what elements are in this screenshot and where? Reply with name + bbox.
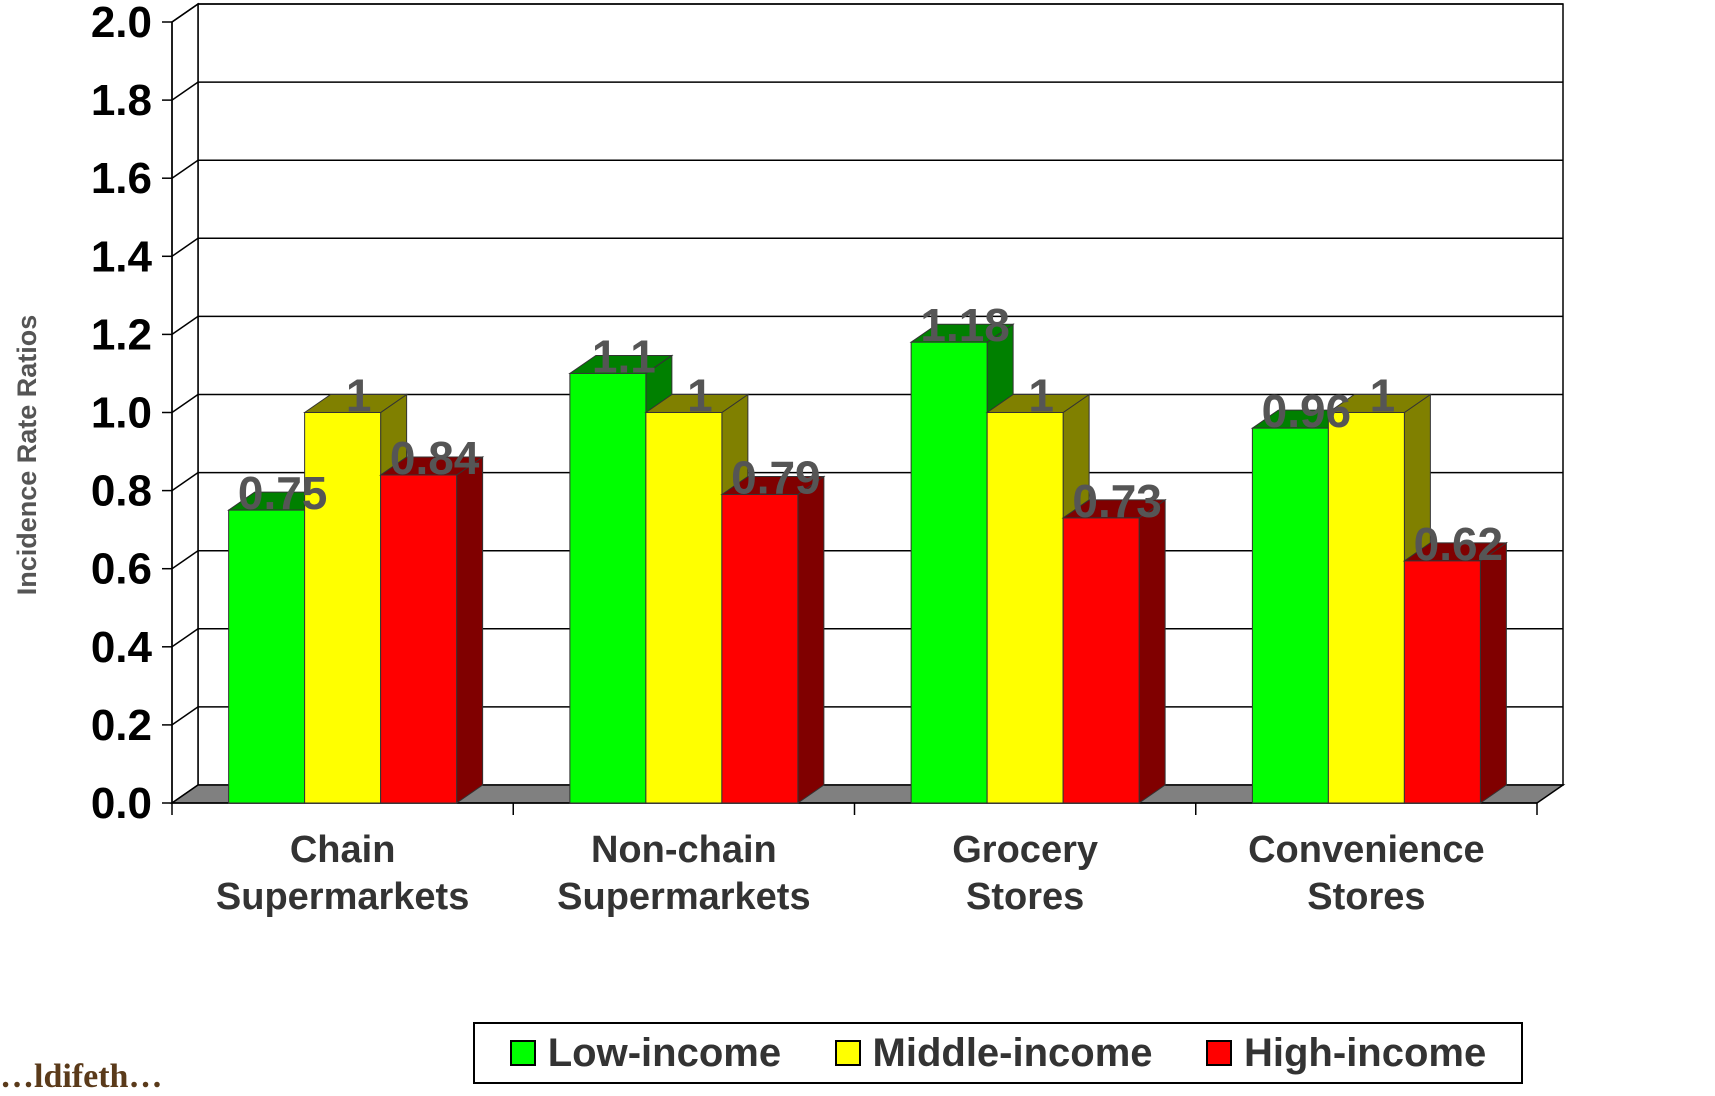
data-label: 1	[346, 370, 372, 422]
bar-side	[1138, 498, 1166, 804]
bar-high-income	[379, 456, 485, 804]
data-label: 0.75	[238, 467, 328, 519]
x-category-label: Stores	[966, 876, 1084, 918]
x-category-label: Supermarkets	[557, 876, 810, 918]
x-category-label: Grocery	[952, 829, 1098, 871]
data-label: 1.1	[592, 330, 656, 382]
bar-high-income	[1061, 498, 1167, 804]
x-category-label: Supermarkets	[216, 876, 469, 918]
y-tick-label: 1.4	[91, 232, 153, 281]
bar-side	[456, 456, 484, 804]
y-tick-label: 0.4	[91, 623, 153, 672]
bar-front	[910, 341, 988, 804]
bar-front	[1327, 412, 1405, 804]
y-tick-label: 2.0	[91, 0, 152, 47]
y-tick-label: 0.6	[91, 545, 152, 594]
legend-label-high-income: High-income	[1244, 1030, 1487, 1075]
y-tick-label: 1.8	[91, 76, 152, 125]
bar-front	[721, 494, 799, 804]
gridline-side	[171, 315, 199, 336]
x-category-label: Stores	[1307, 876, 1425, 918]
y-tick-label: 1.2	[91, 310, 152, 359]
data-label: 0.96	[1262, 385, 1352, 437]
legend-label-middle-income: Middle-income	[872, 1030, 1153, 1075]
data-label: 0.62	[1414, 518, 1504, 570]
y-tick-label: 0.2	[91, 701, 152, 750]
legend-swatch-low-income	[509, 1040, 536, 1066]
gridline-side	[171, 81, 199, 101]
bar-front	[304, 412, 382, 804]
bar-front	[1403, 560, 1481, 804]
x-category-label: Convenience	[1248, 829, 1485, 871]
footer-text-fragment: …ldifeth…	[0, 1058, 163, 1095]
legend-item-high-income: High-income	[1206, 1031, 1486, 1076]
gridline-side	[171, 706, 199, 726]
y-axis-label: Incidence Rate Ratios	[12, 315, 42, 596]
gridline-side	[171, 471, 199, 492]
data-label: 1	[1028, 370, 1054, 422]
bar-front	[1251, 427, 1329, 804]
legend-swatch-middle-income	[834, 1040, 861, 1066]
x-category-label: Non-chain	[591, 829, 777, 871]
data-label: 1	[687, 370, 713, 422]
gridline-side	[171, 237, 199, 257]
data-label: 1.18	[920, 299, 1010, 351]
chart-data-labels: 0.75 1.1 1.18 0.96 1 1 1 1 0.84 0.79 0.73 0.62	[238, 299, 1503, 570]
y-tick-label: 0.8	[91, 467, 152, 516]
chart-axes: 0.0 0.2 0.4 0.6 0.8 1.0 1.2 1.4 1.6 1.8 2.0 Chain Su…	[91, 0, 1538, 918]
chart-legend: Low-income Middle-income High-income	[473, 1022, 1523, 1084]
legend-label-low-income: Low-income	[547, 1030, 782, 1075]
data-label: 1	[1370, 370, 1396, 422]
bar-front	[1062, 517, 1140, 804]
bar-front	[228, 509, 306, 804]
bar-side	[1479, 541, 1507, 804]
bar-front	[986, 412, 1064, 804]
data-label: 0.73	[1072, 475, 1162, 527]
gridline-side	[171, 159, 199, 179]
gridline-side	[171, 550, 199, 570]
bar-side	[797, 475, 825, 804]
chart-bars	[227, 323, 1508, 804]
x-category-label: Chain	[290, 829, 396, 871]
gridline-side	[171, 3, 199, 23]
gridline-side	[171, 393, 199, 414]
bar-front	[380, 474, 458, 804]
legend-item-middle-income: Middle-income	[834, 1030, 1153, 1076]
y-tick-label: 1.6	[91, 154, 152, 203]
bar-high-income	[720, 475, 826, 804]
y-tick-label: 0.0	[91, 779, 152, 828]
bar-low-income	[909, 323, 1015, 804]
gridline-side	[171, 628, 199, 648]
bar-front	[569, 372, 647, 804]
bar-front	[645, 412, 723, 804]
legend-swatch-high-income	[1206, 1040, 1232, 1066]
legend-item-low-income: Low-income	[509, 1030, 782, 1076]
data-label: 0.79	[731, 452, 821, 504]
y-tick-label: 1.0	[91, 389, 152, 438]
data-label: 0.84	[390, 432, 480, 484]
bar-high-income	[1402, 541, 1508, 804]
